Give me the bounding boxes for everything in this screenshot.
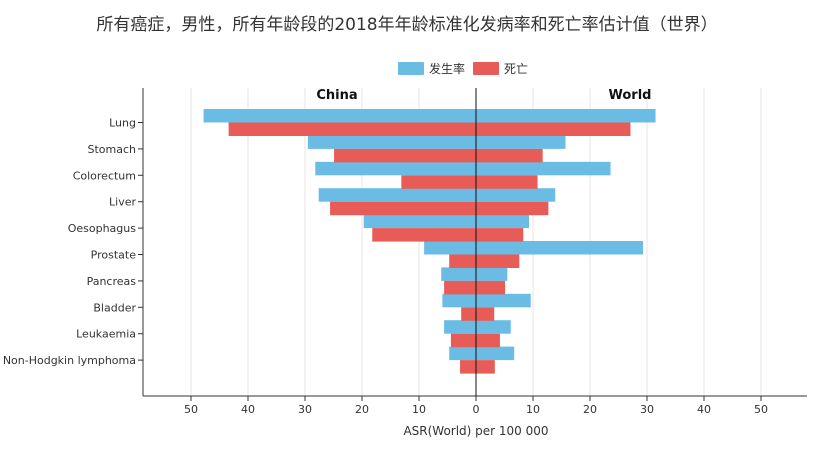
bar-mortality-world-colorectum[interactable]	[476, 175, 538, 189]
category-label: Liver	[109, 196, 136, 209]
x-tick-label: 10	[526, 403, 540, 416]
bar-incidence-china-lung[interactable]	[203, 109, 477, 123]
bar-mortality-china-lung[interactable]	[228, 122, 476, 137]
category-label: Oesophagus	[68, 222, 137, 235]
category-label: Pancreas	[87, 275, 137, 288]
bar-mortality-china-bladder[interactable]	[461, 307, 476, 321]
legend-swatch-incidence	[398, 62, 424, 75]
bar-incidence-world-stomach[interactable]	[476, 135, 566, 149]
bar-incidence-china-prostate[interactable]	[424, 241, 476, 255]
bar-mortality-china-prostate[interactable]	[449, 254, 476, 269]
bar-incidence-world-liver[interactable]	[476, 188, 556, 202]
x-axis-title: ASR(World) per 100 000	[403, 424, 548, 438]
category-label: Stomach	[87, 143, 136, 156]
x-tick-label: 50	[754, 403, 768, 416]
legend-item-incidence[interactable]: 发生率	[398, 60, 465, 77]
bar-mortality-world-oesophagus[interactable]	[476, 228, 524, 242]
legend-item-mortality[interactable]: 死亡	[473, 60, 528, 77]
bar-incidence-china-liver[interactable]	[318, 188, 476, 202]
bar-mortality-china-non-hodgkin-lymphoma[interactable]	[460, 360, 476, 374]
bar-mortality-world-leukaemia[interactable]	[476, 333, 500, 348]
bar-incidence-world-oesophagus[interactable]	[476, 214, 530, 229]
bar-mortality-world-stomach[interactable]	[476, 148, 543, 163]
x-tick-label: 20	[583, 403, 597, 416]
bar-incidence-china-pancreas[interactable]	[441, 267, 476, 281]
bar-mortality-china-leukaemia[interactable]	[450, 333, 476, 348]
legend-label-incidence: 发生率	[429, 62, 466, 76]
bar-incidence-china-oesophagus[interactable]	[363, 214, 476, 229]
legend: 发生率 死亡	[398, 60, 536, 77]
x-tick-label: 10	[412, 403, 426, 416]
bar-incidence-world-pancreas[interactable]	[476, 267, 508, 281]
bar-mortality-china-oesophagus[interactable]	[372, 228, 476, 242]
bar-mortality-china-stomach[interactable]	[334, 148, 476, 163]
bar-incidence-world-prostate[interactable]	[476, 241, 644, 255]
legend-label-mortality: 死亡	[504, 62, 529, 76]
x-tick-label: 20	[355, 403, 369, 416]
x-tick-label: 30	[640, 403, 654, 416]
bar-mortality-world-pancreas[interactable]	[476, 280, 506, 295]
x-tick-label: 30	[298, 403, 312, 416]
labels: 50 40 30 20 10 0 10 20 30 40 50 ASR(World) per 100 …	[3, 88, 768, 438]
panel-label-world: World	[609, 88, 652, 103]
bar-incidence-china-colorectum[interactable]	[315, 161, 476, 176]
bars	[203, 109, 656, 374]
bar-incidence-china-bladder[interactable]	[442, 293, 476, 308]
bar-mortality-world-non-hodgkin-lymphoma[interactable]	[476, 360, 495, 374]
category-label: Prostate	[91, 249, 137, 262]
bar-mortality-world-bladder[interactable]	[476, 307, 495, 321]
bar-mortality-world-prostate[interactable]	[476, 254, 520, 269]
bar-mortality-world-liver[interactable]	[476, 201, 549, 216]
bar-incidence-china-leukaemia[interactable]	[444, 320, 476, 334]
category-label: Lung	[109, 117, 136, 130]
category-label: Bladder	[93, 301, 136, 314]
bar-mortality-world-lung[interactable]	[476, 122, 631, 137]
bar-incidence-world-non-hodgkin-lymphoma[interactable]	[476, 346, 515, 361]
chart-title: 所有癌症，男性，所有年龄段的2018年年龄标准化发病率和死亡率估计值（世界）	[96, 15, 718, 35]
x-tick-label: 40	[697, 403, 711, 416]
bar-incidence-world-bladder[interactable]	[476, 293, 531, 308]
category-label: Colorectum	[73, 169, 136, 182]
bar-mortality-china-liver[interactable]	[330, 201, 476, 216]
category-label: Non-Hodgkin lymphoma	[3, 354, 136, 367]
bar-incidence-world-leukaemia[interactable]	[476, 320, 511, 334]
x-tick-label: 0	[473, 403, 480, 416]
axes	[138, 88, 807, 401]
bar-incidence-world-colorectum[interactable]	[476, 161, 611, 176]
bar-incidence-china-non-hodgkin-lymphoma[interactable]	[449, 346, 476, 361]
bar-incidence-world-lung[interactable]	[476, 109, 656, 123]
legend-swatch-mortality	[473, 62, 500, 75]
bar-incidence-china-stomach[interactable]	[307, 135, 476, 149]
panel-label-china: China	[316, 88, 357, 103]
bar-mortality-china-colorectum[interactable]	[401, 175, 476, 189]
bar-mortality-china-pancreas[interactable]	[444, 280, 476, 295]
x-tick-label: 50	[184, 403, 198, 416]
grid-lines	[190, 88, 762, 396]
category-label: Leukaemia	[76, 328, 136, 341]
x-tick-label: 40	[241, 403, 255, 416]
